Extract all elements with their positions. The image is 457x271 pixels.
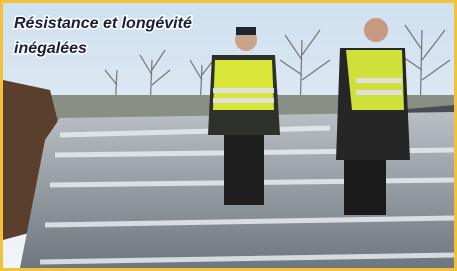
caption-line: inégalées: [14, 40, 87, 57]
caption-line: Résistance et longévité: [14, 15, 192, 32]
photo: Résistance et longévité inégalées: [0, 0, 457, 271]
